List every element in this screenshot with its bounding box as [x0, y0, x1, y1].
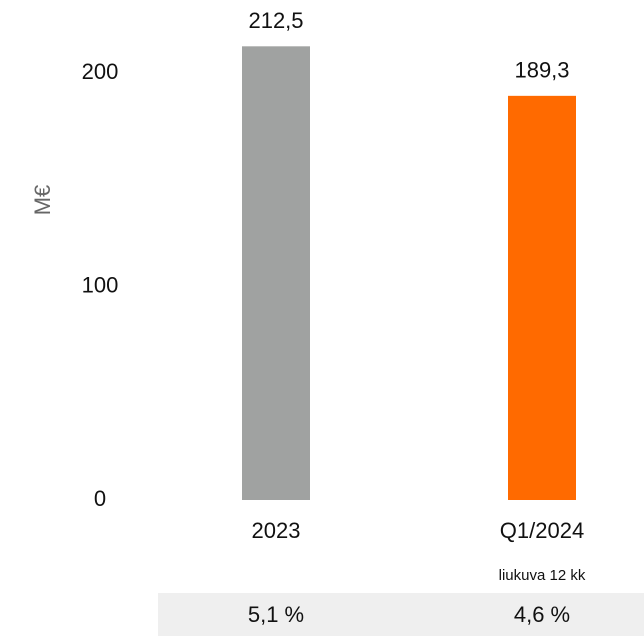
value-label: 189,3	[514, 58, 569, 83]
bar	[242, 46, 310, 500]
y-tick-label: 100	[82, 272, 119, 297]
row-label: 4,6 %	[514, 602, 570, 627]
row-label: 5,1 %	[248, 602, 304, 627]
bar	[508, 95, 576, 501]
y-tick-label: 200	[82, 59, 119, 84]
y-tick-label: 0	[94, 486, 106, 511]
x-tick-label: 2023	[252, 518, 301, 543]
category-note: liukuva 12 kk	[499, 567, 586, 584]
y-axis-label: M€	[30, 185, 55, 216]
x-tick-label: Q1/2024	[500, 518, 584, 543]
value-label: 212,5	[248, 8, 303, 33]
row-band	[158, 593, 644, 636]
